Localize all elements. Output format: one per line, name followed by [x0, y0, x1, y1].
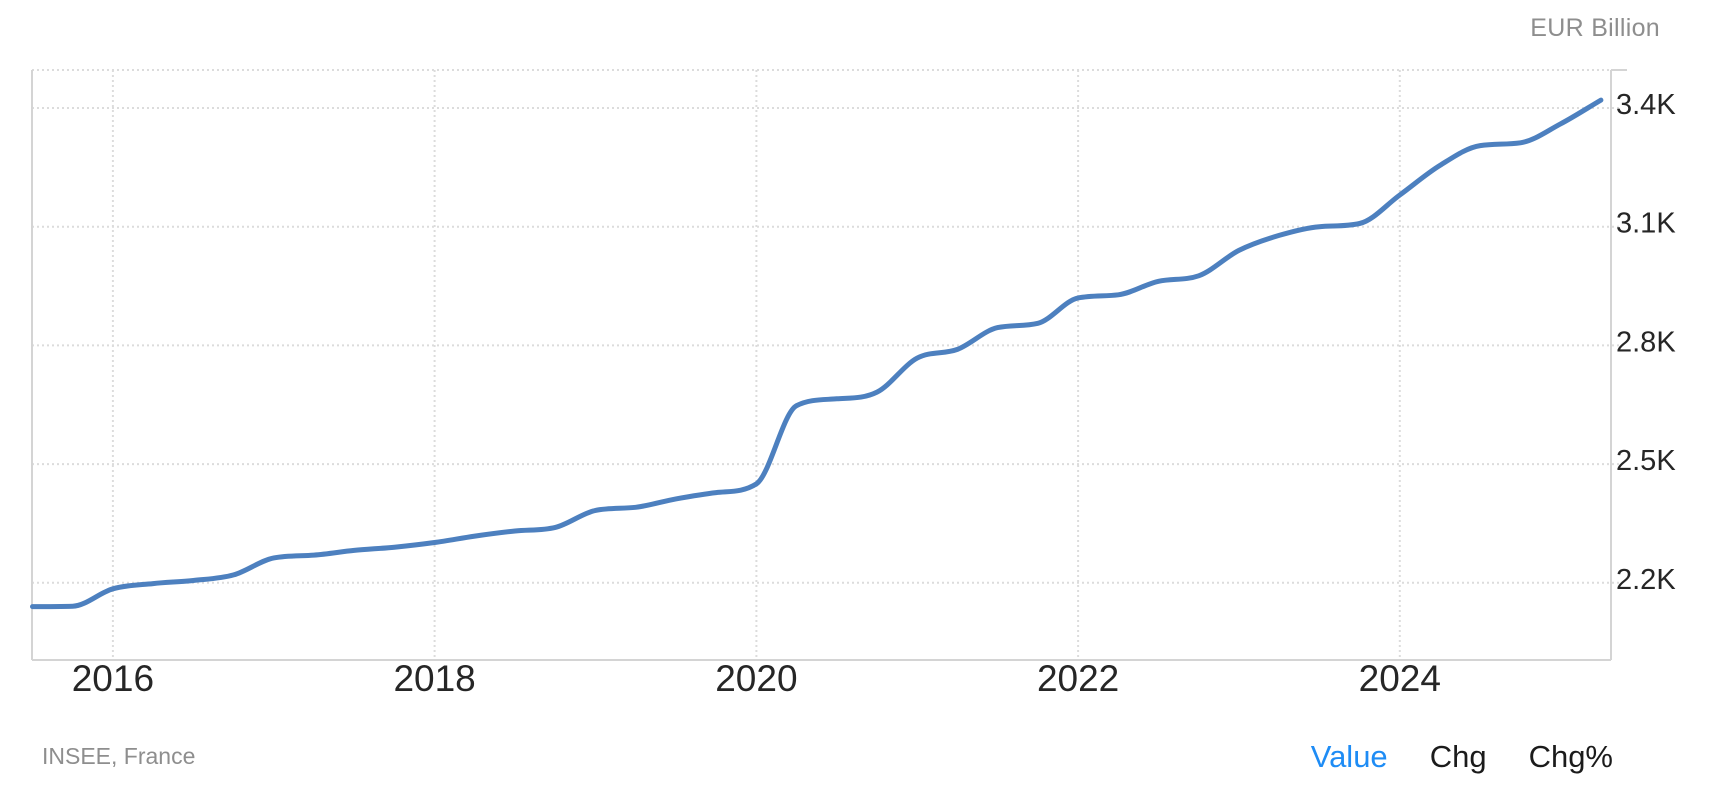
tab-chg[interactable]: Chg: [1429, 739, 1487, 774]
y-axis-tick-label: 3.1K: [1616, 208, 1676, 240]
x-axis-tick-label: 2018: [393, 658, 475, 699]
y-axis-tick-label: 2.2K: [1616, 564, 1676, 596]
tab-value[interactable]: Value: [1310, 739, 1388, 774]
x-axis-tick-label: 2020: [715, 658, 797, 699]
x-axis-tick-label: 2016: [72, 658, 154, 699]
y-axis-tick-label: 3.4K: [1616, 89, 1676, 121]
mode-tabs: Value Chg Chg%: [1311, 739, 1613, 775]
x-axis-tick-label: 2022: [1037, 658, 1119, 699]
y-axis-tick-label: 2.5K: [1616, 445, 1676, 477]
series-line: [30, 97, 1604, 610]
tab-chg-pct[interactable]: Chg%: [1528, 739, 1613, 774]
x-axis-tick-label: 2024: [1359, 658, 1441, 699]
y-axis-unit-label: EUR Billion: [1530, 14, 1660, 42]
source-link[interactable]: INSEE, France: [42, 743, 196, 769]
y-axis-tick-label: 2.8K: [1616, 326, 1676, 358]
